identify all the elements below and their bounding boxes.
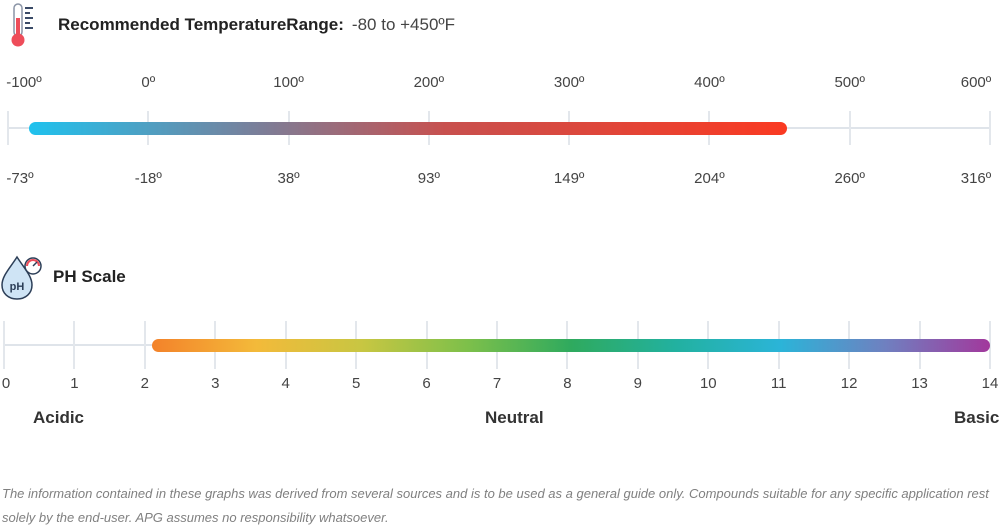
celsius-tick-label: 260º	[834, 170, 865, 187]
temperature-header: Recommended TemperatureRange: -80 to +45…	[8, 2, 455, 48]
ph-tick-label: 12	[840, 375, 858, 392]
celsius-tick-label: 93º	[417, 170, 440, 187]
ph-tick-label: 2	[140, 375, 150, 392]
ph-header: pH PH Scale	[0, 254, 126, 300]
temperature-tick	[848, 111, 851, 145]
ph-tick-label: 3	[211, 375, 220, 392]
ph-tick-label: 7	[492, 375, 502, 392]
ph-tick-label: 13	[911, 375, 928, 392]
fahrenheit-tick-label: -100º	[6, 74, 42, 91]
temperature-heading: Recommended TemperatureRange:	[58, 15, 344, 34]
fahrenheit-tick-label: 200º	[413, 74, 445, 91]
ph-tick-label: 1	[70, 375, 79, 392]
celsius-tick-label: 149º	[553, 170, 585, 187]
fahrenheit-tick-label: 100º	[273, 74, 304, 91]
ph-tick-label: 6	[422, 375, 431, 392]
ph-tick-label: 8	[563, 375, 572, 392]
ph-acidic-label: Acidic	[33, 408, 85, 427]
celsius-tick-label: 316º	[960, 170, 992, 187]
celsius-tick-label: 204º	[694, 170, 725, 187]
ph-drop-icon: pH	[0, 254, 44, 300]
celsius-tick-label: -18º	[134, 170, 162, 187]
temperature-range-value: -80 to +450ºF	[351, 15, 456, 34]
ph-tick-label: 10	[699, 375, 717, 392]
temperature-range-bar	[29, 122, 787, 135]
svg-text:pH: pH	[10, 281, 25, 293]
ph-basic-label: Basic	[954, 408, 1000, 427]
thermometer-icon	[8, 2, 40, 48]
celsius-tick-label: -73º	[6, 170, 34, 187]
ph-tick-label: 9	[633, 375, 643, 392]
ph-tick-label: 11	[770, 375, 787, 392]
ph-range-bar	[151, 339, 990, 352]
ph-tick	[143, 321, 146, 369]
ph-tick-label: 14	[981, 375, 999, 392]
ph-tick	[989, 321, 991, 369]
ph-tick-label: 4	[281, 375, 290, 392]
temperature-tick	[7, 111, 9, 145]
fahrenheit-tick-label: 500º	[834, 74, 865, 91]
ph-tick-label: 0	[1, 375, 11, 392]
ph-neutral-label: Neutral	[485, 408, 544, 427]
fahrenheit-tick-label: 0º	[141, 74, 156, 91]
ph-tick-label: 5	[351, 375, 361, 392]
ph-heading: PH Scale	[53, 267, 126, 286]
fahrenheit-tick-label: 600º	[960, 74, 992, 91]
celsius-tick-label: 38º	[277, 170, 300, 187]
disclaimer-text: The information contained in these graph…	[2, 486, 989, 525]
fahrenheit-tick-label: 300º	[553, 74, 585, 91]
ph-tick	[3, 321, 5, 369]
temperature-tick	[989, 111, 991, 145]
ph-tick	[73, 321, 76, 369]
fahrenheit-tick-label: 400º	[694, 74, 725, 91]
